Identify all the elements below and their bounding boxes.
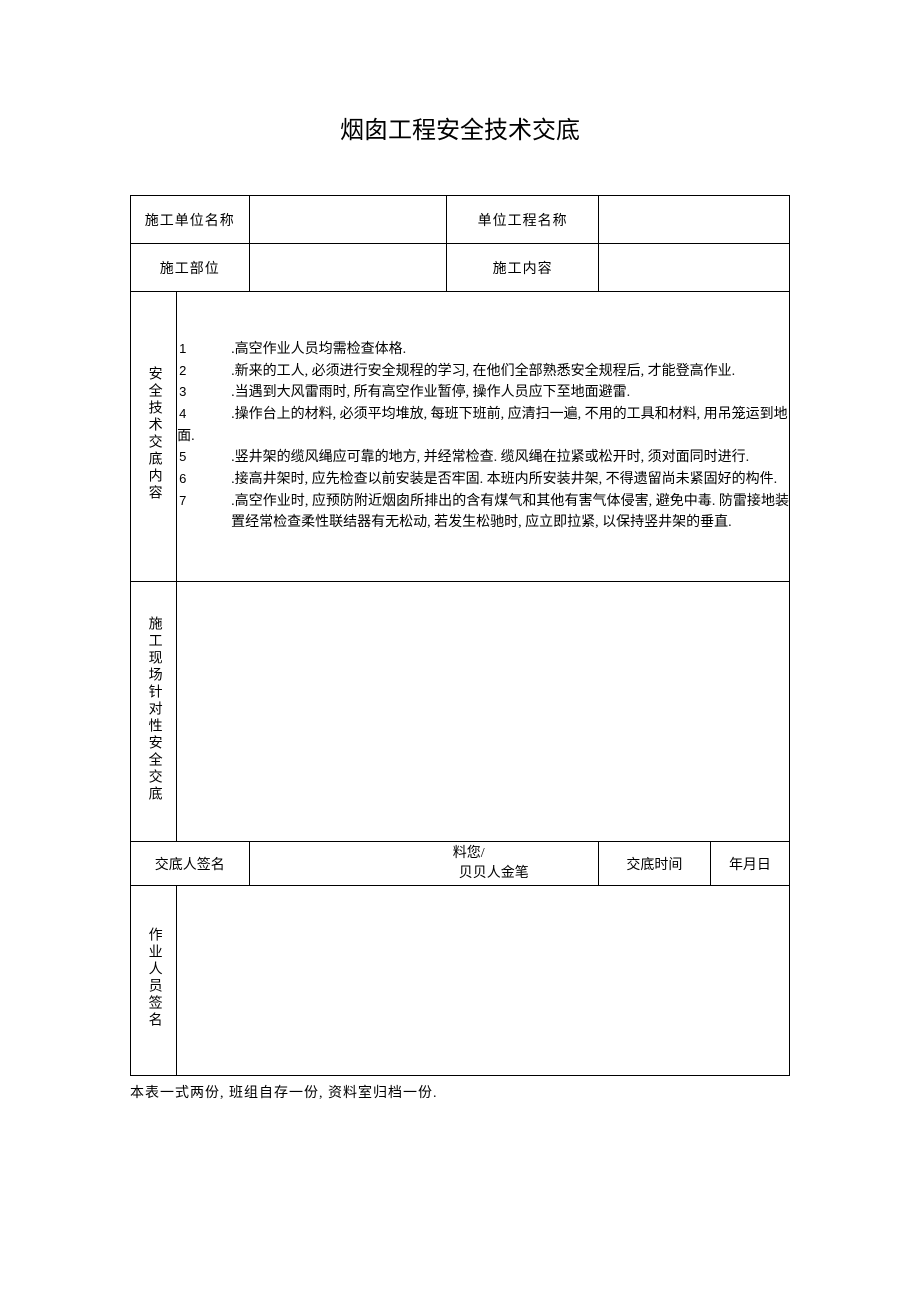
content-item: 6.接高井架时, 应先检查以前安装是否牢固. 本班内所安装井架, 不得遗留尚未紧…: [177, 469, 789, 491]
section2-label-cell: 施工现场针对性安全交底: [131, 582, 177, 842]
section3-label: 作业人员签名: [147, 927, 161, 1029]
unit-name-value: [249, 196, 447, 244]
sign-mid-text1: 料您/: [453, 846, 485, 861]
item-text: .接高井架时, 应先检查以前安装是否牢固. 本班内所安装井架, 不得遗留尚未紧固…: [231, 469, 789, 491]
item-text-continued: 面.: [177, 426, 789, 448]
content-item: 2.新来的工人, 必须进行安全规程的学习, 在他们全部熟悉安全规程后, 才能登高…: [177, 361, 789, 383]
date-text: 年月日: [710, 842, 789, 886]
section2-content: [177, 582, 790, 842]
item-number: 4: [177, 404, 231, 424]
form-table: 施工单位名称 单位工程名称 施工部位 施工内容 安全技术交底内容 1.高空作业人…: [130, 195, 790, 1076]
item-text: .竖井架的缆风绳应可靠的地方, 并经常检查. 缆风绳在拉紧或松开时, 须对面同时…: [231, 447, 789, 469]
item-number: 3: [177, 382, 231, 402]
content-label: 施工内容: [447, 244, 599, 292]
footnote: 本表一式两份, 班组自存一份, 资料室归档一份.: [130, 1082, 790, 1102]
section1-label-cell: 安全技术交底内容: [131, 292, 177, 582]
content-item: 3.当遇到大风雷雨时, 所有高空作业暂停, 操作人员应下至地面避雷.: [177, 382, 789, 404]
item-text: .高空作业时, 应预防附近烟囱所排出的含有煤气和其他有害气体侵害, 避免中毒. …: [231, 491, 789, 534]
content-item: 4.操作台上的材料, 必须平均堆放, 每班下班前, 应清扫一遍, 不用的工具和材…: [177, 404, 789, 426]
item-number: 2: [177, 361, 231, 381]
part-label: 施工部位: [131, 244, 250, 292]
document-title: 烟囱工程安全技术交底: [130, 110, 790, 145]
item-text: .操作台上的材料, 必须平均堆放, 每班下班前, 应清扫一遍, 不用的工具和材料…: [231, 404, 789, 426]
content-item: 5.竖井架的缆风绳应可靠的地方, 并经常检查. 缆风绳在拉紧或松开时, 须对面同…: [177, 447, 789, 469]
project-name-label: 单位工程名称: [447, 196, 599, 244]
item-text: .当遇到大风雷雨时, 所有高空作业暂停, 操作人员应下至地面避雷.: [231, 382, 789, 404]
content-value: [598, 244, 789, 292]
section2-label: 施工现场针对性安全交底: [147, 616, 161, 803]
item-number: 7: [177, 491, 231, 511]
content-item: 1.高空作业人员均需检查体格.: [177, 339, 789, 361]
part-value: [249, 244, 447, 292]
item-text: .新来的工人, 必须进行安全规程的学习, 在他们全部熟悉安全规程后, 才能登高作…: [231, 361, 789, 383]
item-number: 5: [177, 447, 231, 467]
sign-mid-text2: 贝贝人金笔: [459, 866, 529, 881]
section1-content: 1.高空作业人员均需检查体格.2.新来的工人, 必须进行安全规程的学习, 在他们…: [177, 292, 790, 582]
unit-name-label: 施工单位名称: [131, 196, 250, 244]
section3-content: [177, 886, 790, 1076]
project-name-value: [598, 196, 789, 244]
time-label: 交底时间: [598, 842, 710, 886]
item-number: 6: [177, 469, 231, 489]
signer-label: 交底人签名: [131, 842, 250, 886]
content-item: 7.高空作业时, 应预防附近烟囱所排出的含有煤气和其他有害气体侵害, 避免中毒.…: [177, 491, 789, 534]
item-text: .高空作业人员均需检查体格.: [231, 339, 789, 361]
item-number: 1: [177, 339, 231, 359]
section3-label-cell: 作业人员签名: [131, 886, 177, 1076]
section1-label: 安全技术交底内容: [147, 366, 161, 502]
sign-mid-cell: 料您/ 贝贝人金笔: [249, 842, 598, 886]
